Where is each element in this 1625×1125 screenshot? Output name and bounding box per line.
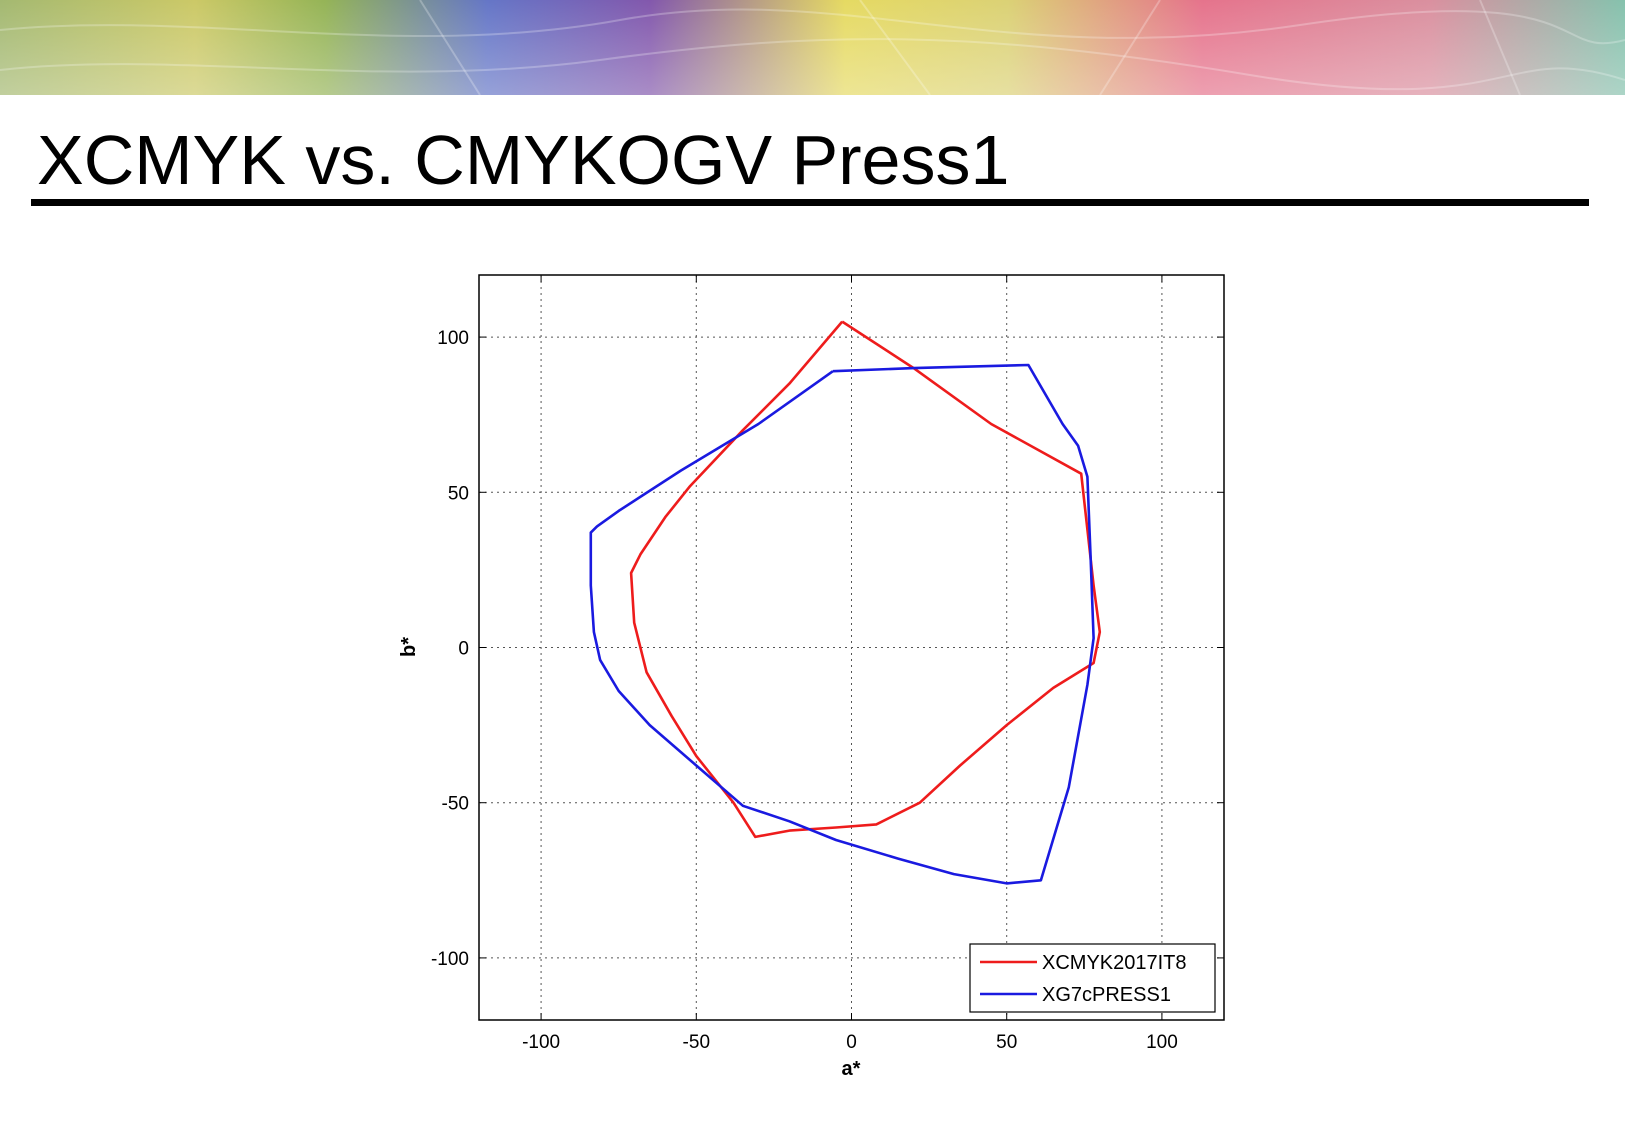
x-tick-label: -100 bbox=[522, 1032, 560, 1053]
legend-box bbox=[969, 943, 1216, 1013]
legend-label-xg7cpress1: XG7cPRESS1 bbox=[1042, 984, 1171, 1006]
banner-graphic bbox=[0, 0, 1625, 95]
y-tick-label: -100 bbox=[431, 949, 469, 970]
decorative-banner bbox=[0, 0, 1625, 95]
x-tick-label: 0 bbox=[846, 1032, 857, 1053]
grid bbox=[479, 275, 1224, 1020]
y-tick-label: 50 bbox=[448, 483, 469, 504]
y-tick-label: 0 bbox=[458, 639, 469, 660]
y-tick-label: 100 bbox=[437, 328, 469, 349]
x-tick-label: 50 bbox=[996, 1032, 1017, 1053]
y-tick-label: -50 bbox=[442, 794, 469, 815]
x-tick-label: 100 bbox=[1146, 1032, 1178, 1053]
x-tick-label: -50 bbox=[683, 1032, 710, 1053]
title-underline bbox=[31, 199, 1589, 206]
axis-ticks: -100 -50 0 50 100 -100 -50 0 50 100 bbox=[431, 275, 1224, 1053]
x-axis-label: a* bbox=[842, 1058, 861, 1080]
legend-label-xcmyk2017it8: XCMYK2017IT8 bbox=[1042, 952, 1187, 974]
legend: XCMYK2017IT8 XG7cPRESS1 bbox=[969, 943, 1216, 1013]
series-lines bbox=[589, 320, 1102, 885]
slide-title: XCMYK vs. CMYKOGV Press1 bbox=[37, 121, 1010, 199]
series-line-xg7cpress1 bbox=[589, 363, 1095, 885]
y-axis-label: b* bbox=[398, 637, 420, 657]
series-line-xcmyk2017it8 bbox=[629, 320, 1102, 839]
